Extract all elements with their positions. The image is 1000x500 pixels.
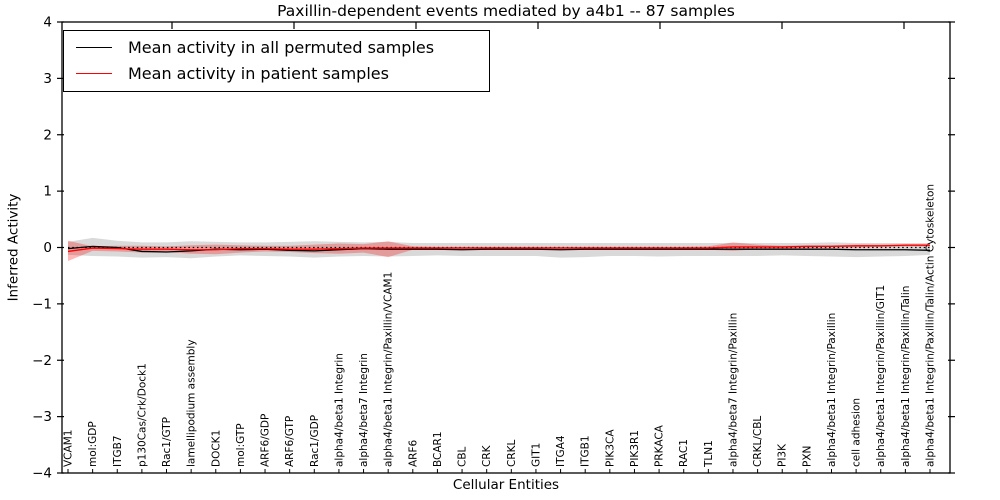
x-category-label: PIK3R1 <box>629 430 641 467</box>
legend-label-permuted: Mean activity in all permuted samples <box>128 38 435 57</box>
x-category-label: ARF6/GDP <box>260 414 272 467</box>
y-tick-label: 3 <box>43 71 52 87</box>
patient-line-swatch <box>76 73 112 74</box>
x-category-label: alpha4/beta7 Integrin/Paxillin <box>727 313 739 467</box>
x-category-label: ITGB1 <box>580 435 592 467</box>
x-category-label: CRKL <box>506 439 518 467</box>
legend-label-patient: Mean activity in patient samples <box>128 64 389 83</box>
x-category-label: ARF6 <box>407 439 419 467</box>
y-tick-label: 1 <box>43 184 52 200</box>
x-category-label: VCAM1 <box>63 430 75 467</box>
x-category-label: alpha4/beta1 Integrin/Paxillin/Talin <box>900 286 912 467</box>
x-category-label: DOCK1 <box>210 430 222 467</box>
x-category-label: PXN <box>801 446 813 467</box>
y-tick-label: −4 <box>32 466 52 482</box>
y-tick-label: 2 <box>43 127 52 143</box>
permuted-line-swatch <box>76 47 112 48</box>
x-category-label: PIK3CA <box>604 429 616 467</box>
x-category-label: alpha4/beta1 Integrin/Paxillin/GIT1 <box>875 285 887 467</box>
x-category-label: ARF6/GTP <box>284 416 296 467</box>
x-category-label: mol:GTP <box>235 423 247 467</box>
chart-title: Paxillin-dependent events mediated by a4… <box>277 2 735 20</box>
patient-mean-line <box>67 244 930 253</box>
x-category-label: cell adhesion <box>851 398 863 467</box>
x-category-label: alpha4/beta1 Integrin/Paxillin <box>826 313 838 467</box>
y-tick-label: −2 <box>32 353 52 369</box>
patient-mean-band <box>68 240 930 262</box>
x-category-label: mol:GDP <box>87 421 99 467</box>
x-category-label: alpha4/beta1 Integrin <box>333 353 345 467</box>
y-tick-label: 0 <box>43 240 52 256</box>
x-category-label: p130Cas/Crk/Dock1 <box>136 363 148 467</box>
x-category-label: alpha4/beta1 Integrin/Paxillin/Talin/Act… <box>925 184 937 467</box>
x-category-label: RAC1 <box>678 439 690 467</box>
x-category-label: PRKACA <box>654 424 666 467</box>
legend-box: Mean activity in all permuted samples Me… <box>63 30 491 92</box>
x-category-label: ITGA4 <box>555 435 567 467</box>
x-category-label: alpha4/beta1 Integrin/Paxillin/VCAM1 <box>383 272 395 467</box>
x-category-label: BCAR1 <box>432 431 444 467</box>
x-category-label: GIT1 <box>530 443 542 467</box>
x-category-label: alpha4/beta7 Integrin <box>358 353 370 467</box>
x-category-label: ITGB7 <box>112 435 124 467</box>
x-category-label: CRK <box>481 444 493 467</box>
x-axis-title: Cellular Entities <box>452 477 560 493</box>
y-tick-label: 4 <box>43 15 52 31</box>
y-tick-label: −1 <box>32 296 52 312</box>
x-category-label: PI3K <box>777 443 789 467</box>
x-category-label: CBL <box>457 446 469 467</box>
y-tick-label: −3 <box>32 409 52 425</box>
x-category-label: Rac1/GDP <box>309 415 321 467</box>
x-category-label: CRKL/CBL <box>752 416 764 467</box>
legend-entry-patient: Mean activity in patient samples <box>76 64 434 83</box>
legend-entry-permuted: Mean activity in all permuted samples <box>76 38 434 57</box>
x-category-label: TLN1 <box>703 440 715 468</box>
x-category-label: lamellipodium assembly <box>186 339 198 467</box>
x-category-label: Rac1/GTP <box>161 417 173 467</box>
